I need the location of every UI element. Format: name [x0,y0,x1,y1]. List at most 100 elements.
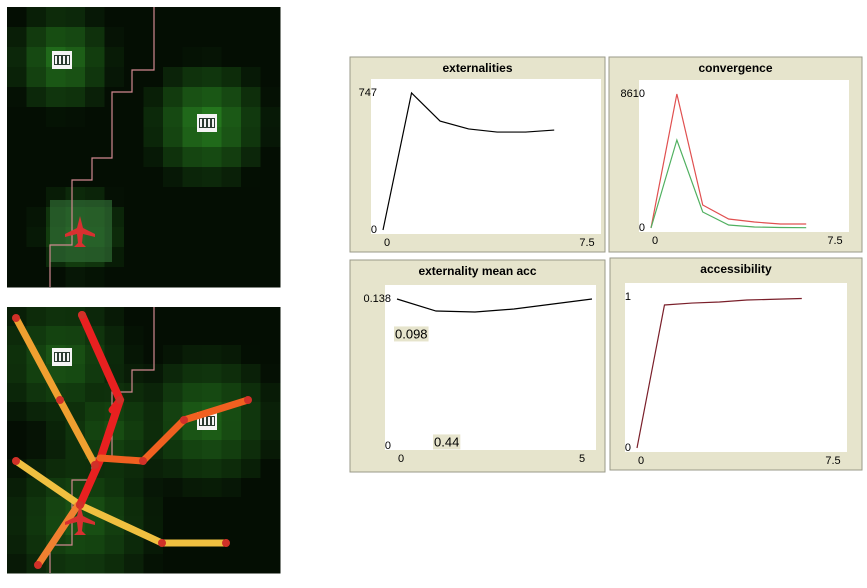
annotation-bg [394,326,429,342]
patch [85,307,105,327]
patch [182,478,203,498]
patch [7,497,27,517]
patch [241,167,261,188]
patch [221,127,242,148]
patch [7,187,27,208]
patch [241,554,261,574]
patch [182,307,203,327]
patch [260,207,281,228]
patch [46,107,66,128]
patch [182,459,203,479]
patch [143,267,164,288]
patch [260,267,281,288]
world-view [7,7,281,288]
patch [202,167,222,188]
patch [26,267,47,288]
plot-annotation: 0.098 [395,326,428,341]
patch [143,107,164,128]
patch [241,402,261,422]
building-icon [54,55,70,65]
route-line [12,457,230,547]
route-node [56,396,64,404]
building-icon [208,119,210,127]
y-tick-label: 0 [385,440,391,452]
patch [163,326,183,346]
route-node [34,561,42,569]
patch [221,87,242,108]
patch [202,207,222,228]
patch [26,478,47,498]
patch [260,247,281,268]
patch [104,47,125,68]
patch [26,421,47,441]
patch [182,187,203,208]
patch [26,127,47,148]
patch [221,383,242,403]
patch [65,67,86,88]
patch [26,402,47,422]
patch [46,554,66,574]
patch [163,227,183,248]
patch [143,187,164,208]
patch [163,207,183,228]
patch [163,383,183,403]
patch [124,402,144,422]
patch [241,459,261,479]
patch [163,27,183,48]
plot: externalities 0 747 0 7.5 [349,56,606,253]
patch [65,7,86,28]
patch [124,7,144,28]
patch [241,326,261,346]
patch [163,497,183,517]
patch [182,326,203,346]
patch [260,402,281,422]
patch [202,227,222,248]
patch [182,267,203,288]
patch [104,326,125,346]
patch [46,440,66,460]
patch [7,345,27,365]
patch [202,478,222,498]
patch [124,107,144,128]
patch [260,459,281,479]
patch [163,167,183,188]
x-tick-label: 7.5 [579,237,594,249]
patch [65,554,86,574]
patch [46,421,66,441]
y-tick-label: 8610 [621,88,645,100]
patch [85,127,105,148]
patch [124,27,144,48]
patch [7,440,27,460]
patch [182,516,203,536]
patch [26,516,47,536]
plot-area [639,80,849,232]
patch [260,67,281,88]
patch [124,383,144,403]
building-icon [63,56,65,64]
patch [202,497,222,517]
building-icon [55,353,57,361]
patch [7,47,27,68]
plot: externality mean acc 0 0.138 0 5 0.098 0.44 [349,259,606,473]
plot-title: accessibility [700,262,772,276]
patch [182,127,203,148]
patch [241,267,261,288]
patch [260,364,281,384]
patch [182,440,203,460]
patch [26,87,47,108]
patch [241,7,261,28]
patch [241,147,261,168]
patch [260,421,281,441]
patch [124,247,144,268]
patch [143,227,164,248]
patch [260,497,281,517]
patch [7,364,27,384]
patch [143,364,164,384]
patch [182,7,203,28]
plot-line [382,91,555,231]
patch [124,67,144,88]
x-tick-label: 0 [384,237,390,249]
patch [104,67,125,88]
building-icon [67,353,69,361]
patch [46,167,66,188]
